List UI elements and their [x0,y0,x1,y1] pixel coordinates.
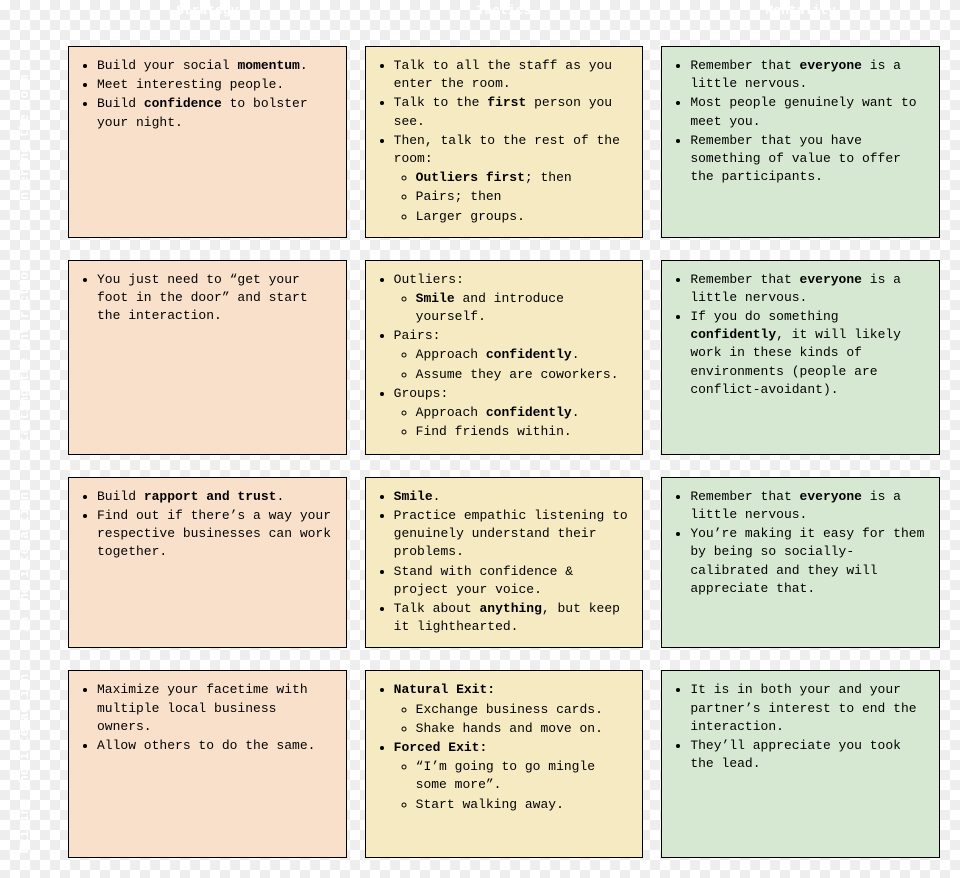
cell-starting-strategy: You just need to “get your foot in the d… [68,260,347,455]
column-header-mentality: Mentality [661,0,940,24]
cell-in-mentality: Remember that everyone is a little nervo… [661,477,940,649]
cell-exiting-tactics: Natural Exit:Exchange business cards.Sha… [365,670,644,857]
row-label-starting: Starting the interaction [0,260,50,455]
corner-spacer [0,0,50,24]
cell-entering-tactics: Talk to all the staff as you enter the r… [365,46,644,238]
column-header-tactics: Tactics [365,0,644,24]
cell-in-strategy: Build rapport and trust.Find out if ther… [68,477,347,649]
cell-entering-strategy: Build your social momentum.Meet interest… [68,46,347,238]
row-label-exiting: Exiting the interaction [0,670,50,857]
cell-entering-mentality: Remember that everyone is a little nervo… [661,46,940,238]
cell-in-tactics: Smile.Practice empathic listening to gen… [365,477,644,649]
row-label-in-interaction: In the interaction [0,477,50,649]
cell-starting-tactics: Outliers:Smile and introduce yourself.Pa… [365,260,644,455]
cell-exiting-mentality: It is in both your and your partner’s in… [661,670,940,857]
column-header-strategy: Strategy [68,0,347,24]
row-label-entering: Entering the room [0,46,50,238]
cell-exiting-strategy: Maximize your facetime with multiple loc… [68,670,347,857]
matrix-grid: Strategy Tactics Mentality Entering the … [0,0,960,878]
cell-starting-mentality: Remember that everyone is a little nervo… [661,260,940,455]
